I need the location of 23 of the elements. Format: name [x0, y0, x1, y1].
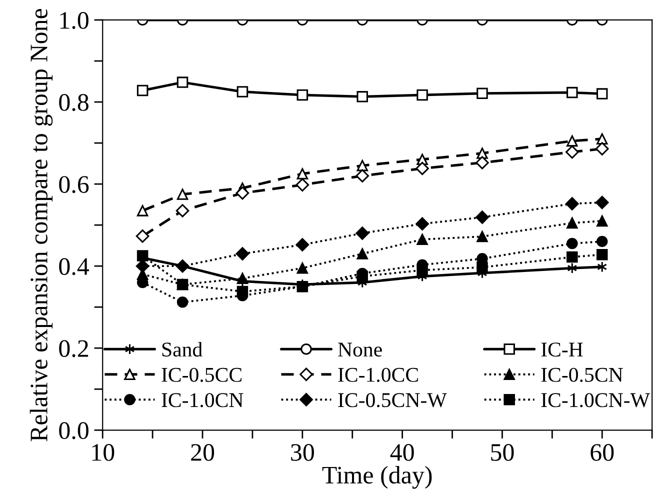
x-tick-label: 40: [390, 444, 414, 461]
legend-label: IC-1.0CN: [162, 393, 244, 408]
y-tick-label: 0.4: [59, 258, 90, 276]
x-tick-label: 10: [92, 444, 114, 461]
x-tick-label: 60: [590, 444, 614, 461]
legend-label: IC-0.5CN: [541, 368, 623, 382]
legend-label: IC-1.0CC: [338, 368, 418, 382]
legend-label: IC-0.5CN-W: [338, 393, 447, 408]
x-tick-label: 20: [191, 444, 214, 461]
x-axis-title: Time (day): [322, 466, 432, 489]
x-tick-label: 50: [491, 444, 514, 461]
legend-label: Sand: [162, 342, 202, 357]
legend-label: IC-0.5CC: [162, 368, 242, 382]
x-tick-label: 30: [291, 444, 314, 461]
legend-label: None: [338, 342, 382, 357]
y-axis-title: Relative expansion compare to group None: [30, 8, 53, 442]
legend-label: IC-1.0CN-W: [541, 393, 650, 408]
y-tick-label: 0.8: [59, 94, 88, 112]
y-tick-label: 0.6: [59, 176, 89, 194]
legend-label: IC-H: [541, 342, 583, 357]
y-tick-label: 0.0: [59, 422, 88, 440]
y-tick-label: 1.0: [60, 12, 88, 29]
y-tick-label: 0.2: [59, 340, 88, 358]
